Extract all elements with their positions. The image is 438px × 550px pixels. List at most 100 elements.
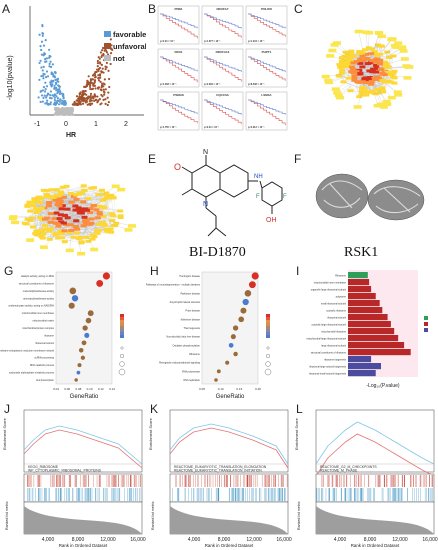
network-node bbox=[359, 65, 366, 69]
volcano-point bbox=[66, 109, 69, 112]
volcano-point bbox=[59, 98, 62, 101]
x-axis-label: Rank in Ordered Dataset bbox=[59, 543, 108, 548]
x-tick: 0.04 bbox=[53, 387, 59, 391]
volcano-point bbox=[79, 103, 83, 106]
gsea-legend: REACTOME_G2_M_CHECKPOINTS bbox=[320, 465, 377, 469]
x-tick: 0.05 bbox=[199, 387, 205, 391]
panel-label: D bbox=[2, 152, 11, 166]
network-node bbox=[95, 216, 102, 220]
volcano-point bbox=[62, 109, 65, 112]
network-node bbox=[77, 251, 86, 256]
panel-label: G bbox=[4, 264, 14, 278]
network-node bbox=[33, 229, 40, 233]
volcano-point bbox=[48, 62, 51, 66]
network-node bbox=[377, 52, 384, 56]
network-node bbox=[80, 224, 87, 228]
network-node bbox=[330, 43, 339, 47]
network-node bbox=[70, 235, 77, 239]
network-node bbox=[347, 59, 354, 63]
volcano-point bbox=[57, 84, 60, 87]
network-node bbox=[73, 193, 80, 197]
volcano-point bbox=[89, 92, 93, 95]
volcano-point bbox=[104, 68, 107, 71]
panel-d-network: D bbox=[0, 138, 146, 264]
x-tick: 0.10 bbox=[218, 387, 224, 391]
network-node bbox=[23, 222, 30, 226]
es-curve bbox=[23, 425, 143, 465]
volcano-point bbox=[89, 81, 92, 84]
network-node bbox=[53, 211, 60, 215]
volcano-point bbox=[61, 107, 64, 110]
volcano-point bbox=[50, 97, 53, 100]
volcano-point bbox=[53, 84, 56, 87]
volcano-point bbox=[38, 33, 41, 36]
network-node bbox=[359, 54, 366, 58]
volcano-point bbox=[92, 83, 95, 87]
term-label: catalytic activity, acting on RNA bbox=[21, 275, 55, 278]
volcano-point bbox=[56, 99, 59, 102]
volcano-point bbox=[57, 110, 60, 114]
volcano-point bbox=[59, 90, 62, 93]
network-node bbox=[27, 219, 34, 223]
volcano-point bbox=[40, 53, 43, 56]
term-label: structural constituent of ribosome bbox=[19, 282, 55, 285]
network-node bbox=[374, 88, 381, 92]
dot-mark bbox=[228, 342, 234, 348]
network-node bbox=[100, 214, 107, 218]
network-node bbox=[328, 48, 337, 53]
network-node bbox=[371, 50, 378, 54]
panel-c-network: C bbox=[292, 0, 438, 138]
dot-mark bbox=[248, 281, 256, 289]
volcano-point bbox=[86, 79, 89, 83]
network-node bbox=[46, 229, 53, 233]
x-tick: 8,000 bbox=[72, 537, 85, 543]
volcano-point bbox=[78, 93, 81, 96]
volcano-point bbox=[87, 75, 90, 78]
volcano-point bbox=[88, 85, 92, 89]
volcano-point bbox=[51, 73, 55, 76]
volcano-point bbox=[37, 96, 40, 99]
volcano-point bbox=[89, 98, 92, 101]
volcano-point bbox=[42, 53, 46, 56]
network-node bbox=[33, 210, 40, 214]
term-label: Amyotrophic lateral sclerosis bbox=[170, 301, 201, 304]
volcano-point bbox=[44, 76, 48, 79]
network-node bbox=[366, 75, 373, 79]
term-label: Alzheimer disease bbox=[180, 318, 200, 321]
svg-text:N: N bbox=[203, 149, 208, 156]
volcano-point bbox=[84, 89, 87, 93]
volcano-point bbox=[99, 62, 102, 65]
dot-mark bbox=[85, 317, 92, 324]
volcano-point bbox=[42, 85, 46, 89]
volcano-point bbox=[41, 69, 44, 72]
network-node bbox=[61, 229, 68, 233]
network-node bbox=[37, 215, 44, 219]
network-node bbox=[379, 72, 386, 76]
term-label: mitochondrial ribosome bbox=[321, 331, 346, 334]
gsea-legend: REACTOME_EUKARYOTIC_TRANSLATION_INITIATI… bbox=[174, 469, 262, 473]
x-tick: 0.10 bbox=[87, 387, 93, 391]
km-gene-name: PNN1 bbox=[174, 7, 182, 11]
network-node bbox=[78, 209, 85, 213]
network-node bbox=[32, 232, 39, 236]
volcano-point bbox=[49, 103, 52, 106]
gsea-plot: KEGG_RIBOSOMEWP_CYTOPLASMIC_RIBOSOMAL_PR… bbox=[2, 409, 146, 548]
network-node bbox=[372, 77, 379, 81]
legend-swatch-not bbox=[104, 55, 111, 61]
volcano-point bbox=[42, 77, 45, 80]
network-node bbox=[88, 186, 95, 190]
term-label: Huntington disease bbox=[180, 275, 201, 278]
km-gene-name: UQCC3A bbox=[216, 93, 230, 97]
legend-swatch-unfavorable bbox=[104, 43, 111, 49]
network-node bbox=[326, 54, 335, 58]
network-node bbox=[117, 214, 124, 218]
panel-label: C bbox=[294, 2, 303, 16]
km-pvalue: p=1.755 × 10⁻⁵ bbox=[160, 126, 177, 129]
volcano-point bbox=[93, 79, 96, 82]
term-label: ribosome biogenesis bbox=[324, 359, 347, 362]
network-node bbox=[81, 215, 88, 219]
volcano-point bbox=[102, 98, 105, 101]
volcano-point bbox=[108, 77, 111, 81]
volcano-point bbox=[54, 81, 58, 84]
ranked-metric-area bbox=[170, 506, 288, 534]
